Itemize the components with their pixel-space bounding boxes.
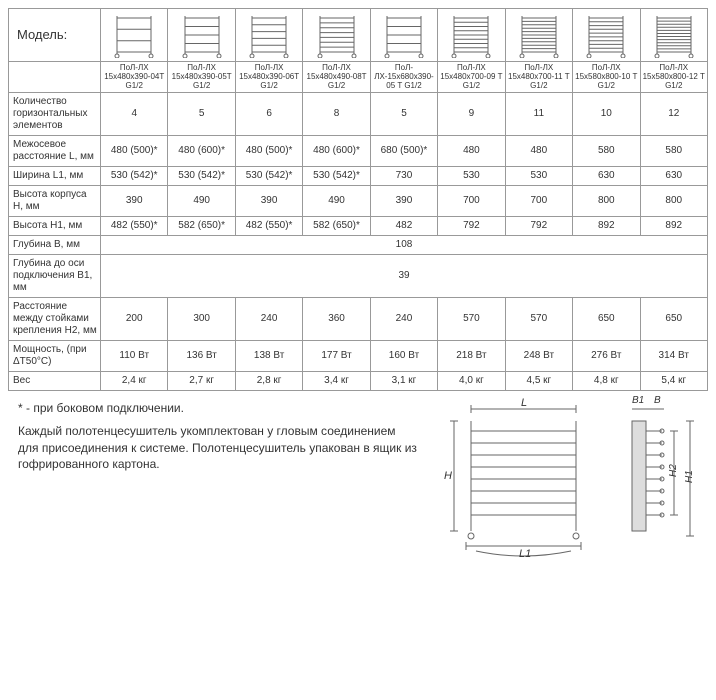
code-0: ПоЛ-ЛХ 15х480х390-04T G1/2 <box>101 62 168 93</box>
code-1: ПоЛ-ЛХ 15х480х390-05T G1/2 <box>168 62 235 93</box>
description: Каждый полотенцесушитель укомплектован у… <box>18 423 418 472</box>
row-horiz: Количество горизонтальных элементов45685… <box>9 93 708 136</box>
svg-text:H1: H1 <box>684 471 695 484</box>
front-view-diagram: L L1 H <box>436 391 606 561</box>
svg-text:L: L <box>521 397 527 409</box>
row-depthB1: Глубина до оси подключения B1, мм39 <box>9 255 708 298</box>
svg-text:B: B <box>654 395 661 406</box>
footnote: * - при боковом подключении. <box>18 401 418 415</box>
model-icon-1 <box>168 9 235 62</box>
model-icon-0 <box>101 9 168 62</box>
row-standH2: Расстояние между стойками крепления H2, … <box>9 298 708 341</box>
dimension-diagram: L L1 H B1 B <box>428 391 708 561</box>
model-icon-6 <box>505 9 572 62</box>
model-icon-4 <box>370 9 437 62</box>
svg-text:B1: B1 <box>632 395 644 406</box>
code-7: ПоЛ-ЛХ 15х580х800-10 T G1/2 <box>573 62 640 93</box>
model-icon-8 <box>640 9 708 62</box>
code-8: ПоЛ-ЛХ 15х580х800-12 T G1/2 <box>640 62 708 93</box>
row-depthB: Глубина В, мм108 <box>9 236 708 255</box>
row-widthL1: Ширина L1, мм530 (542)*530 (542)*530 (54… <box>9 167 708 186</box>
spec-table: Модель: ПоЛ-ЛХ 15х480х390-04T G1/2 ПоЛ-Л… <box>8 8 708 391</box>
code-4: ПоЛ-ЛХ-15х680х390-05 T G1/2 <box>370 62 437 93</box>
code-5: ПоЛ-ЛХ 15х480х700-09 T G1/2 <box>438 62 505 93</box>
model-header-label: Модель: <box>9 9 101 62</box>
svg-text:H: H <box>444 470 452 482</box>
row-power: Мощность, (при ΔT50°C)110 Вт136 Вт138 Вт… <box>9 341 708 372</box>
svg-text:L1: L1 <box>519 548 531 560</box>
model-icon-5 <box>438 9 505 62</box>
row-heightH: Высота корпуса Н, мм39049039049039070070… <box>9 186 708 217</box>
model-icon-3 <box>303 9 370 62</box>
row-heightH1: Высота H1, мм482 (550)*582 (650)*482 (55… <box>9 217 708 236</box>
row-weight: Вес2,4 кг2,7 кг2,8 кг3,4 кг3,1 кг4,0 кг4… <box>9 372 708 391</box>
svg-text:H2: H2 <box>668 464 679 477</box>
code-3: ПоЛ-ЛХ 15х480х490-08T G1/2 <box>303 62 370 93</box>
model-icon-7 <box>573 9 640 62</box>
model-icon-2 <box>235 9 302 62</box>
code-row: ПоЛ-ЛХ 15х480х390-04T G1/2 ПоЛ-ЛХ 15х480… <box>9 62 708 93</box>
code-6: ПоЛ-ЛХ 15х480х700-11 T G1/2 <box>505 62 572 93</box>
row-interaxial: Межосевое расстояние L, мм480 (500)*480 … <box>9 136 708 167</box>
side-view-diagram: B1 B H2 H1 <box>612 391 702 561</box>
code-2: ПоЛ-ЛХ 15х480х390-06T G1/2 <box>235 62 302 93</box>
